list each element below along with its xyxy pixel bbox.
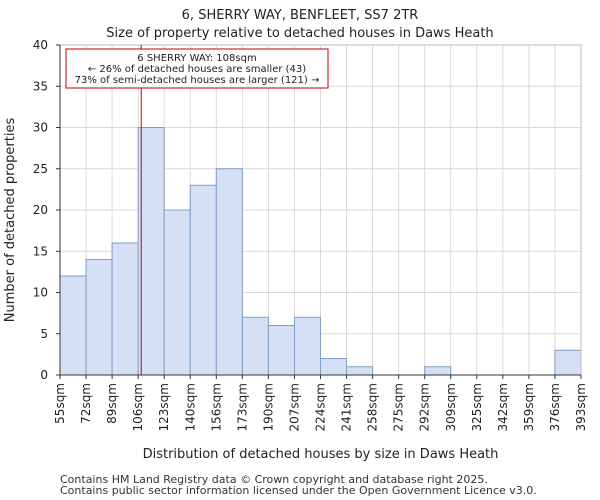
annotation-line-3: 73% of semi-detached houses are larger (… <box>75 75 320 86</box>
histogram-bar <box>267 325 295 376</box>
x-tick-label: 89sqm <box>105 383 119 424</box>
x-tick-label: 275sqm <box>392 383 406 431</box>
histogram-bar <box>189 184 217 376</box>
chart-title: 6, SHERRY WAY, BENFLEET, SS7 2TR <box>181 8 419 23</box>
footer-line-2: Contains public sector information licen… <box>60 484 537 497</box>
histogram-bar <box>111 242 139 376</box>
histogram-bar <box>85 259 113 376</box>
x-tick-label: 325sqm <box>470 383 484 431</box>
x-tick-label: 224sqm <box>314 383 328 431</box>
x-tick-label: 173sqm <box>235 383 249 431</box>
x-tick-label: 359sqm <box>522 383 536 431</box>
y-tick-label: 35 <box>33 79 48 93</box>
x-tick-label: 106sqm <box>131 383 145 431</box>
histogram-bar <box>59 275 87 376</box>
histogram-bar <box>137 127 165 376</box>
y-tick-label: 10 <box>33 286 48 300</box>
x-tick-label: 72sqm <box>79 383 93 424</box>
histogram-bar <box>320 358 348 376</box>
y-tick-label: 20 <box>33 203 48 217</box>
chart-subtitle: Size of property relative to detached ho… <box>106 26 494 41</box>
x-tick-label: 207sqm <box>287 383 301 431</box>
annotation-line-1: 6 SHERRY WAY: 108sqm <box>137 53 256 64</box>
x-tick-label: 292sqm <box>418 383 432 431</box>
y-tick-label: 0 <box>40 368 48 382</box>
y-tick-label: 25 <box>33 162 48 176</box>
histogram-bar <box>346 366 374 376</box>
y-tick-label: 5 <box>40 327 48 341</box>
x-tick-label: 258sqm <box>366 383 380 431</box>
annotation-line-2: ← 26% of detached houses are smaller (43… <box>88 64 306 75</box>
x-tick-label: 55sqm <box>53 383 67 424</box>
histogram-bar <box>554 349 582 376</box>
footer-line-1: Contains HM Land Registry data © Crown c… <box>60 473 488 486</box>
x-tick-label: 156sqm <box>209 383 223 431</box>
histogram-bar <box>424 366 452 376</box>
y-tick-label: 15 <box>33 244 48 258</box>
x-tick-label: 393sqm <box>574 383 588 431</box>
y-tick-label: 40 <box>33 38 48 52</box>
histogram-bar <box>293 316 322 376</box>
histogram-bar <box>241 316 269 376</box>
x-tick-label: 123sqm <box>157 383 171 431</box>
annotation-box <box>65 48 329 89</box>
y-tick-label: 30 <box>33 121 48 135</box>
x-tick-label: 342sqm <box>496 383 510 431</box>
x-tick-label: 190sqm <box>261 383 275 431</box>
x-axis-label: Distribution of detached houses by size … <box>143 447 499 462</box>
histogram-bar <box>163 209 191 376</box>
histogram-bar <box>215 168 243 376</box>
x-tick-label: 376sqm <box>548 383 562 431</box>
y-axis-label: Number of detached properties <box>3 118 18 323</box>
x-tick-label: 140sqm <box>183 383 197 431</box>
x-tick-label: 241sqm <box>340 383 354 431</box>
x-tick-label: 309sqm <box>444 383 458 431</box>
